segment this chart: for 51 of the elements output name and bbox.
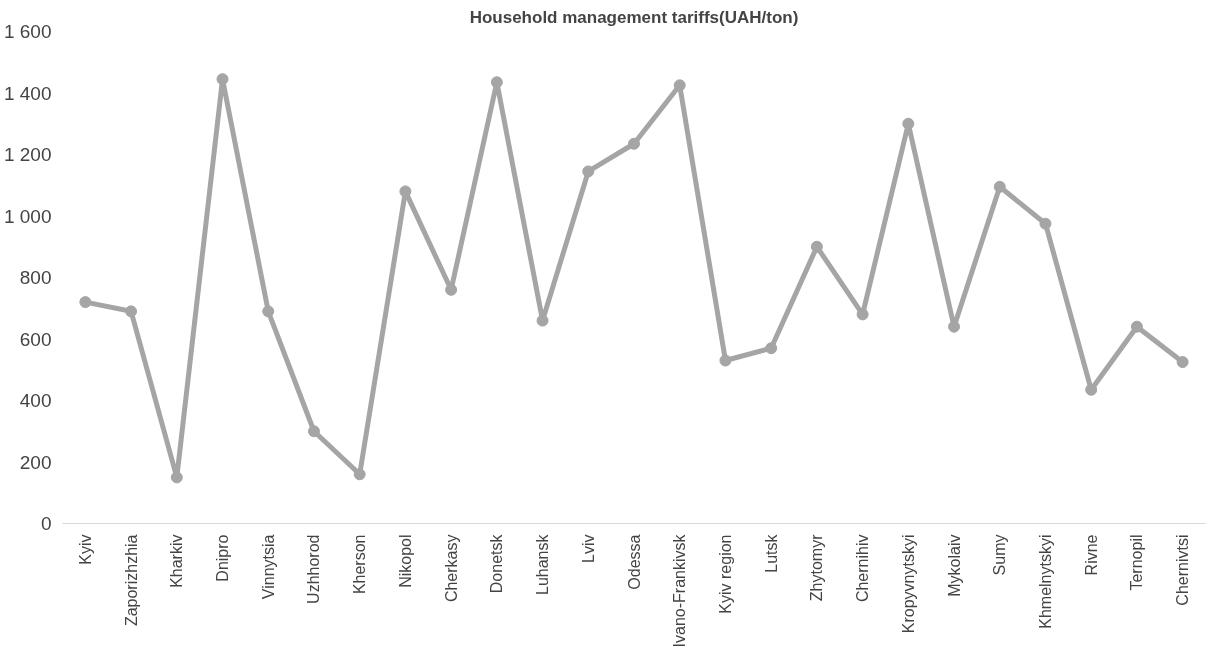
x-tick-label: Ivano-Frankivsk: [671, 533, 689, 648]
x-tick-label: Kharkiv: [168, 534, 186, 588]
x-tick-label: Khmelnytskyi: [1036, 534, 1054, 629]
y-tick-label: 400: [19, 390, 52, 411]
x-tick-label: Kyiv: [76, 534, 94, 565]
point: [993, 180, 1006, 193]
x-tick-label: Donetsk: [488, 533, 506, 594]
point: [719, 354, 732, 367]
x-tick-label: Luhansk: [534, 533, 552, 595]
x-tick-label: Odessa: [625, 534, 643, 590]
x-tick-label: Lutsk: [762, 533, 780, 573]
x-tick-label: Cherkasy: [442, 534, 460, 603]
point: [307, 425, 320, 438]
y-tick-label: 800: [19, 267, 52, 288]
point: [810, 240, 823, 253]
x-tick-label: Rivne: [1082, 534, 1100, 576]
y-tick-label: 200: [19, 451, 52, 473]
y-tick-label: 600: [19, 328, 52, 350]
x-tick-label: Dnipro: [214, 534, 232, 582]
point: [353, 468, 366, 481]
y-tick-label: 1 400: [3, 82, 52, 104]
point: [902, 117, 915, 130]
y-tick-label: 1 200: [3, 144, 52, 165]
chart-title: Household management tariffs(UAH/ton): [469, 7, 799, 27]
point: [79, 296, 92, 309]
point: [1039, 217, 1052, 230]
point: [1130, 320, 1143, 333]
point: [765, 342, 778, 355]
x-tick-label: Lviv: [579, 534, 597, 563]
x-tick-label: Sumy: [991, 534, 1009, 576]
point: [1176, 356, 1189, 369]
x-tick-label: Nikopol: [396, 534, 414, 588]
point: [582, 165, 595, 178]
point: [170, 471, 183, 484]
x-tick-label: Zhytomyr: [808, 533, 826, 602]
x-tick-label: Uzhhorod: [305, 534, 323, 604]
y-tick-label: 1 600: [3, 21, 52, 42]
x-tick-label: Chernivtsi: [1174, 534, 1192, 606]
x-tick-label: Ternopil: [1128, 534, 1146, 591]
x-tick-label: Kherson: [351, 534, 369, 595]
y-tick-label: 1 000: [3, 205, 52, 227]
y-tick-label: 0: [40, 513, 52, 534]
x-tick-label: Zaporizhzhia: [122, 534, 140, 627]
x-tick-label: Vinnytsia: [259, 534, 277, 600]
point: [262, 305, 275, 318]
x-tick-label: Chernihiv: [854, 534, 872, 603]
point: [125, 305, 138, 318]
x-tick-label: Kyiv region: [716, 534, 734, 614]
x-tick-label: Kropyvnytskyi: [899, 534, 917, 634]
point: [628, 137, 640, 150]
x-tick-label: Mykolaiv: [945, 534, 963, 597]
